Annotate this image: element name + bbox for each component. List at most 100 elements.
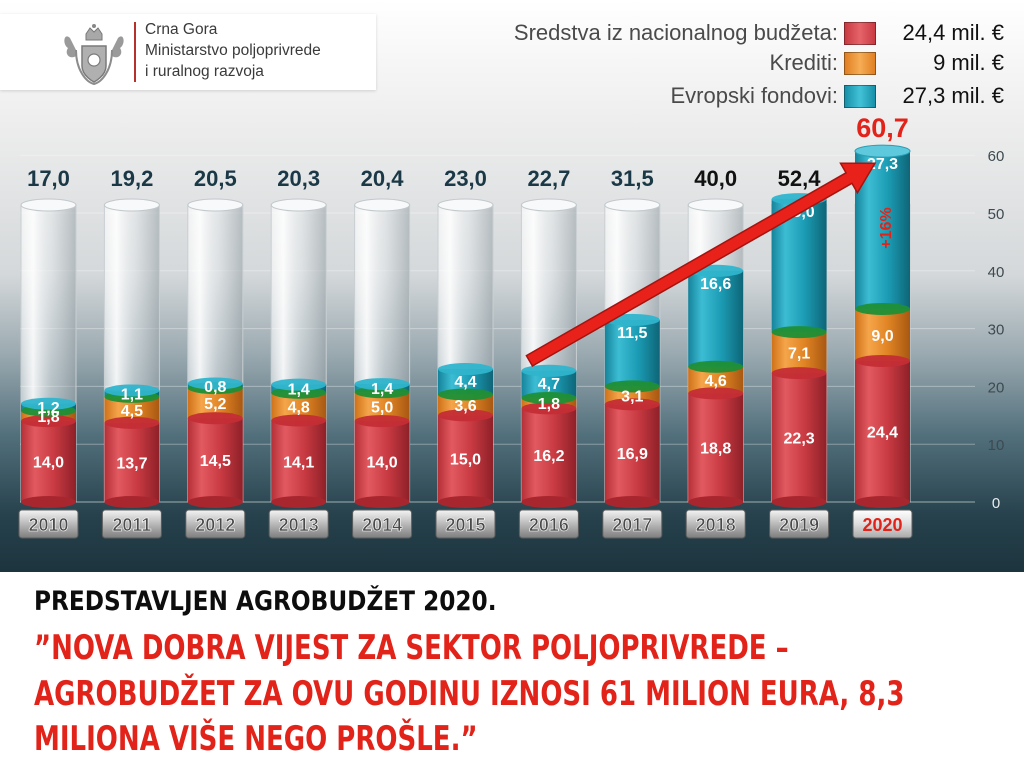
segment-value-label: 11,5 xyxy=(617,325,647,342)
year-label: 2012 xyxy=(195,515,235,535)
headline-quote-line-3: MILIONA VIŠE NEGO PROŠLE.” xyxy=(34,719,478,759)
segment-bottom-cap xyxy=(771,496,827,508)
segment-top-cap xyxy=(438,388,493,401)
segment-value-label: 9,0 xyxy=(871,328,893,345)
total-label: 40,0 xyxy=(694,166,737,191)
segment-top-cap xyxy=(521,402,577,415)
year-label: 2017 xyxy=(612,515,652,535)
bar-segment-national-budget xyxy=(438,415,493,502)
glass-tube-top xyxy=(604,198,661,212)
legend-swatch-teal xyxy=(844,84,876,108)
segment-top-cap xyxy=(604,380,660,393)
year-base-plate xyxy=(18,509,79,539)
glass-tube-top xyxy=(187,198,244,212)
segment-top-cap xyxy=(187,377,243,390)
bar-segment-credits xyxy=(438,394,493,416)
segment-value-label: 5,2 xyxy=(204,396,226,413)
segment-top-cap xyxy=(438,363,493,376)
segment-bottom-cap xyxy=(271,496,327,508)
segment-value-label: 14,0 xyxy=(367,455,398,472)
total-label: 23,0 xyxy=(444,166,487,191)
bars: 14,01,81,2201013,74,51,1201114,55,20,820… xyxy=(18,145,913,539)
segment-bottom-cap xyxy=(688,496,744,508)
y-tick-label: 10 xyxy=(988,437,1005,454)
segment-value-label: 3,6 xyxy=(454,398,476,415)
glass-tube-top xyxy=(103,198,160,212)
segment-top-cap xyxy=(855,302,910,315)
total-label: 31,5 xyxy=(611,166,654,191)
total-label: 20,3 xyxy=(277,166,320,191)
segment-top-cap xyxy=(771,326,827,339)
segment-top-cap xyxy=(21,397,76,410)
year-base-plate xyxy=(685,509,746,539)
ministry-logo-box: Crna Gora Ministarstvo poljoprivrede i r… xyxy=(0,14,376,90)
segment-value-label: 1,2 xyxy=(37,400,59,417)
year-base-plate xyxy=(602,509,663,539)
logo-divider xyxy=(134,22,136,82)
year-base-plate xyxy=(852,509,913,539)
segment-top-cap xyxy=(855,354,910,367)
bar-segment-national-budget xyxy=(688,393,744,502)
segment-value-label: 16,6 xyxy=(700,276,731,293)
segment-value-label: 15,0 xyxy=(450,452,481,469)
bar-segment-national-budget xyxy=(354,421,410,502)
annotations: 17,0 19,2 20,5 20,3 20,4 23,0 22,7 31,5 40,0 52,4… xyxy=(27,113,911,368)
highlight-tube-top xyxy=(854,144,911,158)
segment-bottom-cap xyxy=(521,496,577,508)
segment-value-label: 14,5 xyxy=(200,453,231,470)
total-label: 20,5 xyxy=(194,166,237,191)
segment-top-cap xyxy=(354,378,410,391)
headline-title: PREDSTAVLJEN AGROBUDŽET 2020. xyxy=(34,586,497,617)
y-tick-label: 20 xyxy=(988,379,1005,396)
glass-tube-top xyxy=(20,198,77,212)
segment-bottom-cap xyxy=(187,496,243,508)
segment-top-cap xyxy=(604,398,660,411)
legend-label: Evropski fondovi: xyxy=(670,83,838,108)
segment-value-label: 14,0 xyxy=(33,455,64,472)
y-tick-label: 30 xyxy=(988,322,1005,339)
bar-segment-national-budget xyxy=(604,404,660,502)
bar-segment-national-budget xyxy=(187,418,243,502)
legend-item-credits: Krediti: 9 mil. € xyxy=(770,48,1004,78)
segment-top-cap xyxy=(21,415,76,428)
segment-top-cap xyxy=(104,384,160,397)
year-base-plate xyxy=(435,509,496,539)
segment-bottom-cap xyxy=(104,496,160,508)
segment-top-cap xyxy=(771,367,827,380)
bar-segment-national-budget xyxy=(21,421,76,502)
segment-top-cap xyxy=(104,416,160,429)
year-label: 2018 xyxy=(696,515,736,535)
total-label: 20,4 xyxy=(361,166,405,191)
y-tick-label: 60 xyxy=(988,148,1005,165)
year-label: 2020 xyxy=(862,515,902,535)
segment-value-label: 4,7 xyxy=(538,376,560,393)
year-label: 2013 xyxy=(279,515,319,535)
org-country: Crna Gora xyxy=(145,21,218,38)
total-label: 22,7 xyxy=(527,166,570,191)
y-tick-label: 50 xyxy=(988,206,1005,223)
coat-of-arms-icon xyxy=(64,24,124,86)
year-label: 2014 xyxy=(362,515,402,535)
year-label: 2015 xyxy=(445,515,485,535)
segment-value-label: 18,8 xyxy=(700,441,731,458)
year-base-plate xyxy=(268,509,329,539)
segment-bottom-cap xyxy=(604,496,660,508)
segment-bottom-cap xyxy=(855,496,910,508)
legend-item-eu-funds: Evropski fondovi: 27,3 mil. € xyxy=(670,81,1004,111)
legend-swatch-red xyxy=(844,21,876,45)
legend-value: 27,3 mil. € xyxy=(902,83,1005,108)
y-tick-label: 0 xyxy=(992,495,1000,512)
segment-value-label: 4,5 xyxy=(121,403,143,420)
total-label: 60,7 xyxy=(856,113,909,143)
year-base-plate xyxy=(101,509,162,539)
segment-bottom-cap xyxy=(438,496,493,508)
chart-panel: 0 10 20 30 40 50 60 14,0 1,8 1,2 2010 13,7 4,5 1,1 20… xyxy=(0,0,1024,572)
segment-value-label: 4,6 xyxy=(705,373,727,390)
segment-value-label: 16,9 xyxy=(617,446,648,463)
year-label: 2016 xyxy=(529,515,569,535)
year-label: 2010 xyxy=(28,515,68,535)
org-ministry: Ministarstvo poljoprivrede xyxy=(145,42,321,59)
bar-segment-national-budget xyxy=(521,408,577,502)
bar-segment-eu-funds xyxy=(688,270,744,367)
